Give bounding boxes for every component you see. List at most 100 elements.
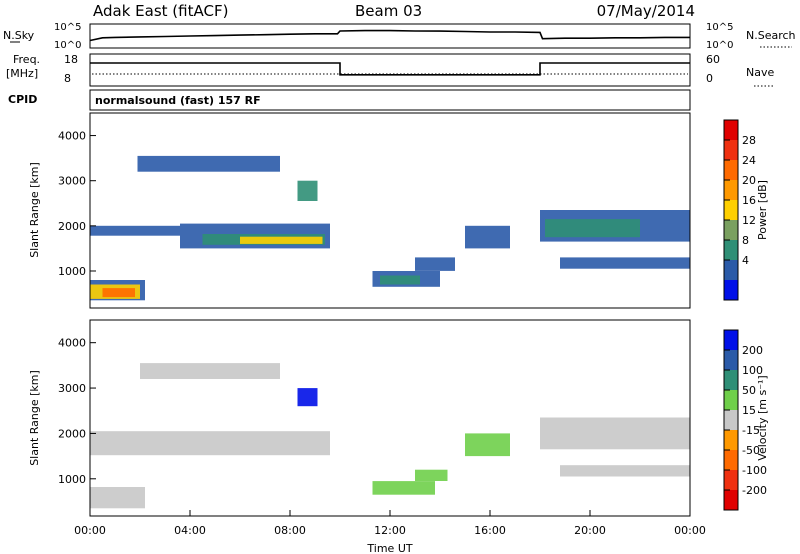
power-band-13	[545, 219, 640, 238]
velocity-colorbar-label-4: -15	[742, 424, 760, 437]
velocity-band-1	[90, 487, 145, 509]
noise-line	[89, 29, 690, 42]
velocity-colorbar-cell-1	[724, 350, 738, 371]
power-band-8	[297, 180, 318, 201]
velocity-panel: 1000 2000 3000 4000 00:00 04:00 08:00 12:00 16:…	[28, 319, 769, 554]
power-ytick-label-2: 3000	[58, 175, 86, 188]
power-band-14	[560, 257, 690, 269]
power-ytick-label-3: 4000	[58, 130, 86, 143]
velocity-bands	[90, 363, 690, 509]
power-band-11	[415, 257, 455, 271]
nave-tick-bottom: 0	[706, 72, 713, 85]
power-band-3	[240, 236, 323, 244]
velocity-xlabel: Time UT	[366, 542, 412, 554]
velocity-colorbar-cell-2	[724, 370, 738, 391]
velocity-colorbar-label-1: 100	[742, 364, 763, 377]
cpid-value: normalsound (fast) 157 RF	[95, 94, 261, 107]
power-colorbar-cell-0	[724, 120, 738, 141]
nave-label: Nave	[746, 66, 774, 79]
velocity-colorbar-cell-7	[724, 470, 738, 491]
power-y-ticks: 1000 2000 3000 4000	[58, 130, 96, 278]
power-colorbar-label-5: 8	[742, 234, 749, 247]
power-band-0	[90, 225, 180, 236]
power-ytick-label-1: 2000	[58, 220, 86, 233]
date-title: 07/May/2014	[597, 2, 695, 20]
power-colorbar-cell-2	[724, 160, 738, 181]
velocity-xtick-label-1: 04:00	[174, 524, 206, 537]
velocity-colorbar-cell-6	[724, 450, 738, 471]
noise-strip-frame	[89, 23, 691, 49]
velocity-band-6	[540, 417, 690, 450]
velocity-colorbar-cell-5	[724, 430, 738, 451]
velocity-band-7	[560, 465, 690, 477]
velocity-xtick-label-4: 16:00	[474, 524, 506, 537]
power-colorbar-cell-1	[724, 140, 738, 161]
velocity-colorbar-label-7: -200	[742, 484, 767, 497]
velocity-ytick-label-1: 2000	[58, 427, 86, 440]
velocity-colorbar-label-2: 50	[742, 384, 756, 397]
velocity-xtick-label-5: 20:00	[574, 524, 606, 537]
velocity-xtick-label-2: 08:00	[274, 524, 306, 537]
velocity-colorbar: 200 100 50 15 -15 -50 -100 -200	[723, 329, 767, 511]
nave-tick-top: 60	[706, 53, 720, 66]
cpid-label: CPID	[8, 93, 37, 106]
velocity-colorbar-label: Velocity [m s⁻¹]	[756, 375, 769, 460]
freq-label: Freq.	[13, 53, 40, 66]
power-panel-frame	[89, 112, 691, 309]
velocity-band-3	[297, 388, 318, 407]
nsearch-label: N.Search	[746, 29, 796, 42]
freq-tick-bottom: 8	[64, 72, 71, 85]
velocity-colorbar-cell-3	[724, 390, 738, 411]
velocity-colorbar-cell-0	[724, 330, 738, 351]
noise-strip: N.Sky 10^5 10^0 10^5 10^0 N.Search	[3, 22, 796, 51]
power-colorbar-cell-3	[724, 180, 738, 201]
velocity-band-0	[90, 431, 330, 456]
power-ylabel: Slant Range [km]	[28, 162, 41, 258]
power-colorbar-label-0: 28	[742, 134, 756, 147]
station-title: Adak East (fitACF)	[93, 2, 228, 20]
power-band-15	[465, 225, 510, 249]
cpid-strip-frame	[89, 89, 691, 111]
count-tick-top-left: 10^5	[54, 22, 81, 33]
power-colorbar-label-1: 24	[742, 154, 756, 167]
power-colorbar-label: Power [dB]	[756, 180, 769, 240]
velocity-xtick-label-3: 12:00	[374, 524, 406, 537]
velocity-ylabel: Slant Range [km]	[28, 370, 41, 466]
power-colorbar-cell-7	[724, 260, 738, 281]
velocity-y-ticks: 1000 2000 3000 4000	[58, 337, 96, 486]
velocity-band-2	[140, 363, 280, 379]
power-colorbar-cell-6	[724, 240, 738, 261]
power-colorbar-label-2: 20	[742, 174, 756, 187]
velocity-x-ticks: 00:00 04:00 08:00 12:00 16:00 20:00 00:00	[74, 510, 706, 537]
freq-strip: Freq. [MHz] 18 8 60 0 Nave	[6, 53, 774, 87]
count-tick-bottom-right: 10^0	[706, 40, 733, 51]
power-ytick-label-0: 1000	[58, 265, 86, 278]
power-colorbar-label-3: 16	[742, 194, 756, 207]
count-tick-top-right: 10^5	[706, 22, 733, 33]
power-band-10	[380, 275, 420, 285]
velocity-ytick-label-3: 4000	[58, 337, 86, 350]
power-bands	[90, 155, 690, 301]
velocity-colorbar-label-6: -100	[742, 464, 767, 477]
power-colorbar-frame	[723, 119, 739, 301]
power-band-6	[102, 288, 135, 298]
velocity-colorbar-label-5: -50	[742, 444, 760, 457]
velocity-band-8	[465, 433, 510, 457]
cpid-strip: CPID normalsound (fast) 157 RF	[8, 89, 691, 111]
velocity-colorbar-label-0: 200	[742, 344, 763, 357]
freq-strip-frame	[89, 53, 691, 87]
power-colorbar-cell-5	[724, 220, 738, 241]
power-colorbar: 28 24 20 16 12 8 4	[723, 119, 756, 301]
velocity-ytick-label-2: 3000	[58, 382, 86, 395]
freq-unit-label: [MHz]	[6, 67, 38, 80]
power-colorbar-label-4: 12	[742, 214, 756, 227]
power-colorbar-cell-4	[724, 200, 738, 221]
freq-line	[90, 62, 690, 76]
velocity-band-5	[415, 469, 448, 481]
velocity-ytick-label-0: 1000	[58, 473, 86, 486]
velocity-colorbar-cell-8	[724, 490, 738, 511]
velocity-colorbar-label-3: 15	[742, 404, 756, 417]
beam-title: Beam 03	[355, 2, 422, 20]
velocity-colorbar-frame	[723, 329, 739, 511]
